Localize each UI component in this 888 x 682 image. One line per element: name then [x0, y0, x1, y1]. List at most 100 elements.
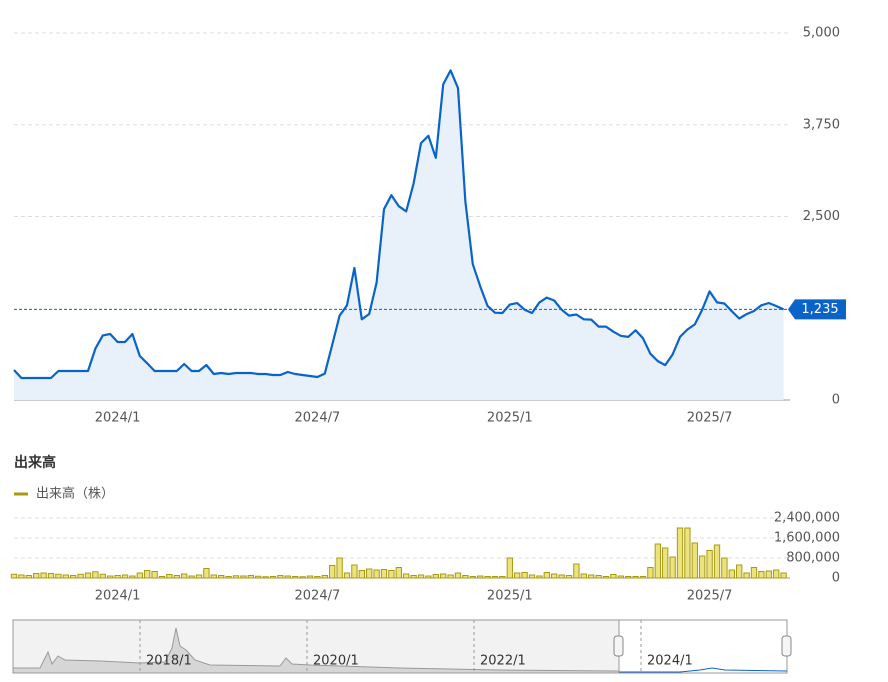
volume-bar: [240, 575, 247, 579]
volume-bar: [491, 576, 499, 579]
volume-bar: [669, 556, 676, 579]
volume-bar: [151, 571, 158, 579]
volume-bar: [477, 575, 484, 579]
volume-bar: [432, 574, 439, 579]
volume-bar: [366, 568, 373, 579]
volume-bar: [107, 575, 114, 579]
volume-bar: [699, 555, 706, 579]
volume-bar: [639, 576, 647, 579]
volume-title: 出来高: [14, 454, 56, 471]
volume-bar: [321, 575, 328, 579]
volume-bar: [269, 576, 277, 579]
volume-bar: [358, 570, 365, 579]
volume-bar: [440, 573, 447, 579]
volume-bar: [514, 572, 521, 579]
volume-bar: [306, 575, 314, 579]
last-price-badge: [788, 299, 846, 320]
volume-bar: [388, 570, 395, 579]
volume-bar: [654, 543, 661, 579]
volume-bar: [736, 564, 743, 579]
navigator-handle[interactable]: [613, 635, 624, 657]
volume-bar: [617, 575, 624, 579]
volume-bar: [780, 572, 787, 579]
volume-bar: [255, 575, 262, 579]
volume-bar: [77, 573, 84, 579]
y-tick-label: 0: [832, 571, 840, 586]
volume-bar: [336, 557, 343, 579]
volume-bar: [70, 575, 77, 579]
volume-bar: [536, 575, 543, 579]
y-tick-label: 2,500: [803, 209, 840, 224]
volume-bar: [373, 569, 380, 579]
volume-bar: [314, 576, 321, 579]
x-tick-label: 2025/1: [487, 589, 533, 604]
x-tick-label: 2025/7: [687, 411, 733, 426]
y-tick-label: 3,750: [803, 117, 840, 132]
navigator-window[interactable]: [618, 619, 788, 674]
volume-bar: [55, 573, 62, 579]
x-tick-label: 2024/7: [295, 411, 341, 426]
volume-bar: [247, 575, 254, 579]
navigator-label: 2022/1: [480, 654, 526, 669]
y-tick-label: 5,000: [803, 26, 840, 41]
volume-bar: [469, 576, 476, 579]
volume-bar: [262, 576, 269, 579]
volume-bar: [676, 527, 684, 579]
navigator-label: 2024/1: [647, 654, 693, 669]
volume-bar: [166, 574, 173, 579]
navigator-label: 2020/1: [313, 654, 359, 669]
volume-bar: [625, 576, 632, 579]
volume-bar: [721, 557, 728, 579]
volume-bar: [395, 567, 402, 579]
volume-bar: [662, 547, 669, 579]
volume-bar: [25, 575, 32, 579]
volume-bar: [684, 527, 691, 579]
y-tick-label: 0: [832, 393, 840, 408]
volume-bar: [565, 575, 573, 579]
volume-bar: [551, 573, 558, 579]
navigator-handle[interactable]: [781, 635, 792, 657]
volume-bar: [99, 573, 106, 579]
volume-bar: [758, 571, 765, 579]
x-tick-label: 2024/1: [95, 589, 141, 604]
volume-bar: [92, 571, 99, 579]
volume-bar: [713, 544, 721, 579]
volume-bar: [121, 574, 129, 579]
volume-bar: [647, 567, 654, 579]
volume-bar: [743, 572, 750, 579]
volume-bar: [484, 576, 491, 579]
navigator-recent: [619, 667, 788, 673]
volume-bar: [225, 576, 232, 579]
volume-bar: [602, 576, 610, 579]
volume-bar: [299, 576, 306, 579]
volume-bar: [573, 563, 580, 579]
volume-bar: [136, 572, 143, 579]
x-tick-label: 2024/1: [95, 411, 141, 426]
volume-bar: [706, 550, 713, 579]
area-fill: [14, 70, 784, 401]
volume-bar: [218, 575, 225, 579]
volume-bar: [454, 572, 462, 579]
volume-bar: [462, 575, 469, 579]
y-tick-label: 2,400,000: [774, 511, 840, 526]
volume-bar: [610, 574, 617, 579]
volume-bar: [144, 570, 151, 579]
y-tick-label: 1,600,000: [774, 531, 840, 546]
volume-bar: [203, 568, 210, 579]
volume-bar: [10, 573, 18, 579]
volume-bar: [351, 564, 358, 579]
volume-bar: [129, 575, 136, 579]
volume-bar: [173, 575, 180, 579]
navigator: 2018/1 2020/1 2022/1 2024/1: [12, 619, 792, 674]
volume-bar: [292, 576, 299, 579]
volume-bar: [728, 569, 735, 579]
last-price-label: 1,235: [801, 302, 838, 317]
volume-bar: [425, 575, 432, 579]
volume-bar: [210, 574, 217, 579]
x-tick-label: 2025/7: [687, 589, 733, 604]
volume-bar: [188, 575, 195, 579]
volume-bar: [114, 575, 121, 579]
volume-bar: [580, 573, 587, 579]
volume-bar: [750, 567, 758, 579]
